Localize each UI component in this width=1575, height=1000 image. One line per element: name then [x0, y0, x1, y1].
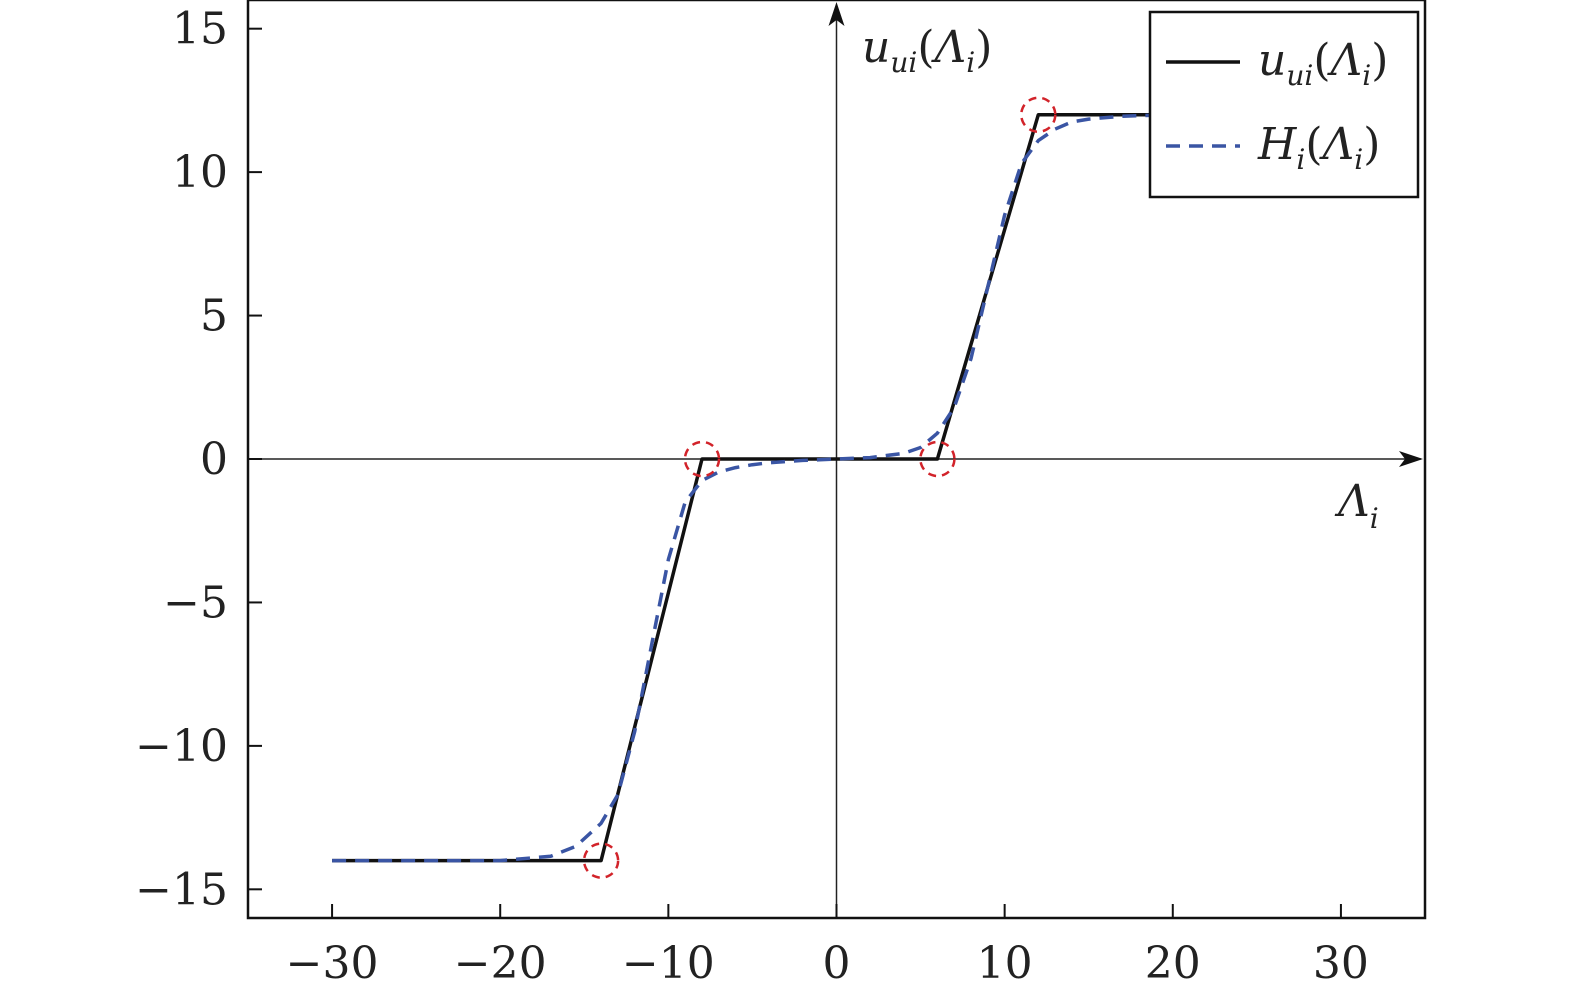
x-tick-label: 0 — [823, 938, 851, 989]
y-tick-label: −5 — [163, 577, 228, 628]
y-tick-label: −15 — [135, 864, 228, 915]
x-axis-label: Λi — [1334, 476, 1379, 535]
x-axis-arrow — [1399, 451, 1423, 467]
y-tick-label: 15 — [172, 4, 228, 55]
legend-label-hi: Hi(Λi) — [1257, 119, 1380, 176]
x-tick-label: −20 — [454, 938, 547, 989]
x-tick-label: 30 — [1313, 938, 1369, 989]
breakpoint-marker — [582, 842, 620, 879]
markers-layer — [582, 96, 1057, 879]
x-tick-label: −30 — [286, 938, 379, 989]
y-tick-label: 0 — [200, 434, 228, 485]
y-tick-label: 10 — [172, 147, 228, 198]
legend: uui(Λi) Hi(Λi) — [1148, 10, 1420, 199]
x-tick-label: 10 — [977, 938, 1033, 989]
legend-label-uui: uui(Λi) — [1258, 35, 1388, 92]
breakpoint-marker — [919, 440, 956, 478]
breakpoint-marker — [683, 440, 721, 478]
y-axis-label: uui(Λi) — [862, 22, 992, 79]
breakpoint-marker — [1020, 96, 1057, 133]
x-tick-label: −10 — [622, 938, 715, 989]
y-tick-label: −10 — [135, 721, 228, 772]
x-tick-label: 20 — [1145, 938, 1201, 989]
y-axis-arrow — [828, 2, 845, 26]
ticks-layer: −30 −20 −10 0 10 20 30 −15 −10 −5 0 5 10 15 — [135, 4, 1369, 989]
legend-box — [1148, 10, 1420, 199]
series-line-hi — [332, 113, 1173, 863]
series-layer — [332, 113, 1341, 863]
y-tick-label: 5 — [200, 291, 228, 342]
